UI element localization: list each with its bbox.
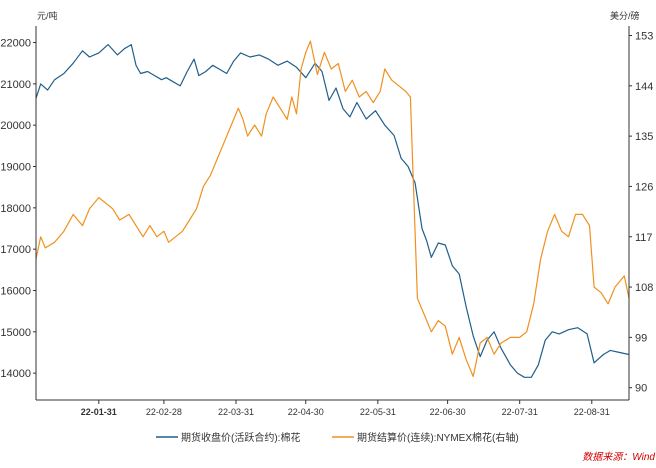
y-left-tick-label: 15000: [0, 327, 31, 339]
y-left-tick-label: 20000: [0, 120, 31, 132]
x-tick-label: 22-07-31: [502, 407, 538, 417]
data-source: 数据来源：Wind: [582, 451, 655, 463]
series-line-close-price: [35, 43, 630, 378]
x-tick-label: 22-04-30: [288, 407, 324, 417]
x-tick-label: 22-01-31: [81, 407, 117, 417]
y-right-tick-label: 135: [635, 131, 653, 143]
y-left-unit: 元/吨: [37, 10, 58, 21]
y-right-tick-label: 108: [635, 282, 653, 294]
legend-label-close-price: 期货收盘价(活跃合约):棉花: [181, 431, 300, 444]
y-right-tick-label: 99: [635, 332, 647, 344]
y-right-tick-label: 144: [635, 81, 653, 93]
legend: 期货收盘价(活跃合约):棉花 期货结算价(连续):NYMEX棉花(右轴): [156, 431, 519, 444]
y-left-tick-label: 17000: [0, 244, 31, 256]
x-tick-label: 22-06-30: [430, 407, 466, 417]
y-left-tick-label: 22000: [0, 38, 31, 50]
y-left-tick-label: 16000: [0, 285, 31, 297]
x-tick-label: 22-03-31: [218, 407, 254, 417]
y-left-tick-label: 19000: [0, 162, 31, 174]
legend-label-nymex: 期货结算价(连续):NYMEX棉花(右轴): [357, 431, 519, 444]
y-left-tick-label: 18000: [0, 203, 31, 215]
y-right-tick-label: 90: [635, 383, 647, 395]
x-tick-label: 22-05-31: [360, 407, 396, 417]
axis-layer: 14000 15000 16000 17000 18000 19000 20000 21000…: [0, 26, 653, 417]
x-tick-label: 22-02-28: [146, 407, 182, 417]
y-right-unit: 美分/磅: [610, 10, 640, 21]
x-tick-label: 22-08-31: [574, 407, 610, 417]
series-layer: [35, 40, 630, 378]
series-line-nymex: [35, 40, 630, 378]
y-right-tick-label: 153: [635, 31, 653, 43]
y-right-tick-label: 126: [635, 181, 653, 193]
y-left-tick-label: 21000: [0, 79, 31, 91]
y-right-tick-label: 117: [635, 232, 653, 244]
y-left-tick-label: 14000: [0, 368, 31, 380]
